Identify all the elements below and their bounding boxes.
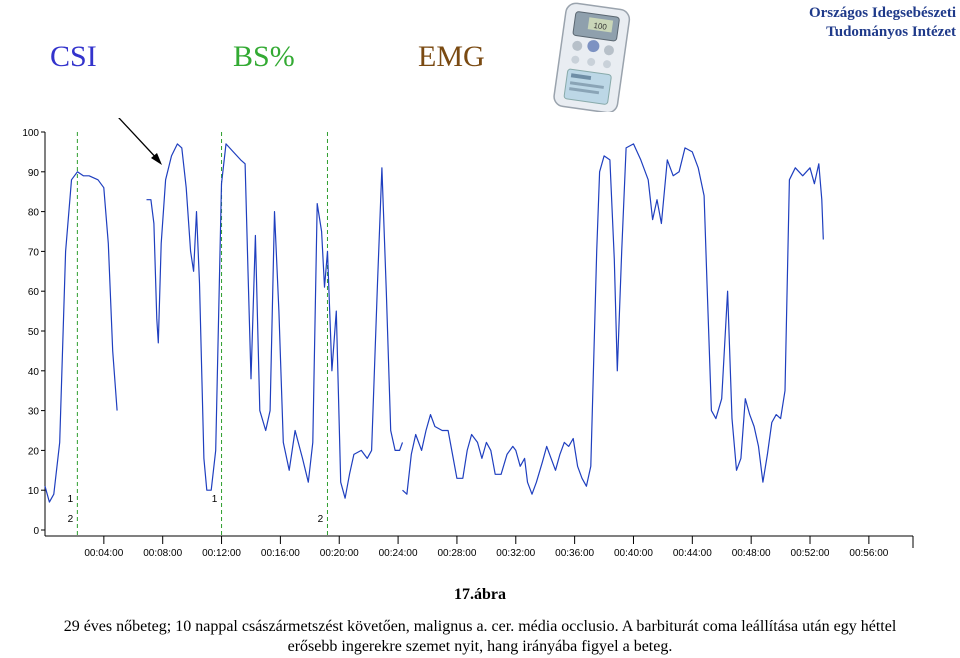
x-tick-label: 00:28:00: [437, 548, 476, 559]
y-tick-label: 0: [33, 526, 39, 537]
x-tick-label: 00:56:00: [849, 548, 888, 559]
y-tick-label: 100: [22, 128, 39, 139]
annotation-arrow: [118, 118, 162, 165]
x-tick-label: 00:04:00: [84, 548, 123, 559]
csi-series-line: [44, 171, 118, 503]
x-tick-label: 00:20:00: [320, 548, 359, 559]
event-marker-label: 1: [212, 494, 218, 505]
y-tick-label: 60: [28, 287, 40, 298]
institute-name-line1: Országos Idegsebészeti: [808, 5, 956, 21]
x-tick-label: 00:24:00: [379, 548, 418, 559]
x-tick-label: 00:44:00: [673, 548, 712, 559]
y-tick-label: 70: [28, 247, 40, 258]
figure-caption-line1: 29 éves nőbeteg; 10 nappal császármetszé…: [63, 618, 897, 635]
x-tick-label: 00:32:00: [496, 548, 535, 559]
emg-label: EMG: [418, 40, 485, 73]
y-tick-label: 50: [28, 327, 40, 338]
event-marker-label: 1: [68, 494, 74, 505]
y-tick-label: 80: [28, 208, 40, 219]
x-tick-label: 00:16:00: [261, 548, 300, 559]
csi-series-line: [402, 143, 824, 495]
device-display-value: 100: [593, 21, 608, 32]
bs-percent-label: BS%: [233, 40, 295, 73]
y-tick-label: 30: [28, 407, 40, 418]
event-marker-label: 2: [318, 514, 324, 525]
y-tick-label: 10: [28, 486, 40, 497]
monitor-device-image: 100: [553, 2, 631, 112]
csi-series-line: [146, 143, 404, 499]
y-tick-label: 20: [28, 446, 40, 457]
y-tick-label: 40: [28, 367, 40, 378]
figure-title: 17.ábra: [454, 586, 506, 603]
x-tick-label: 00:52:00: [791, 548, 830, 559]
x-tick-label: 00:40:00: [614, 548, 653, 559]
event-marker-label: 2: [68, 514, 74, 525]
y-tick-label: 90: [28, 168, 40, 179]
x-tick-label: 00:48:00: [732, 548, 771, 559]
csi-label: CSI: [50, 40, 97, 73]
x-tick-label: 00:08:00: [143, 548, 182, 559]
figure-caption-line2: erősebb ingerekre szemet nyit, hang irán…: [287, 638, 673, 655]
x-tick-label: 00:36:00: [555, 548, 594, 559]
institute-name-line2: Tudományos Intézet: [826, 24, 956, 40]
x-tick-label: 00:12:00: [202, 548, 241, 559]
